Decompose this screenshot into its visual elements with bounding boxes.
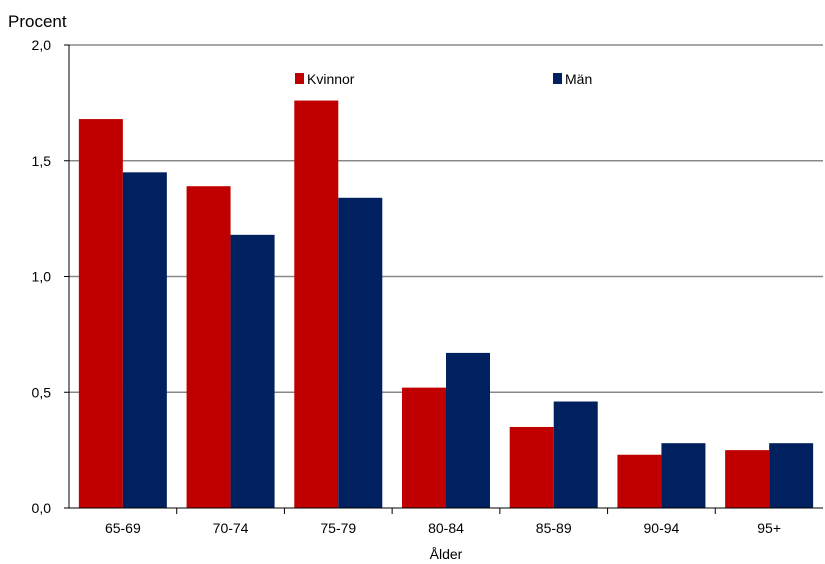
y-ticks: 0,0 0,5 1,0 1,5 2,0 <box>32 37 69 516</box>
legend-label-Män: Män <box>565 71 592 87</box>
x-axis-title: Ålder <box>430 546 463 562</box>
y-tick-label: 1,5 <box>32 153 52 169</box>
x-tick-label: 75-79 <box>320 520 356 536</box>
x-tick-label: 80-84 <box>428 520 464 536</box>
bars <box>78 100 814 509</box>
legend-swatch-Kvinnor <box>295 73 304 84</box>
bar-95+-Män <box>769 443 814 508</box>
y-axis-title: Procent <box>8 12 67 31</box>
bar-80-84-Kvinnor <box>402 387 446 508</box>
x-tick-label: 70-74 <box>213 520 249 536</box>
x-tick-label: 95+ <box>757 520 781 536</box>
legend: Kvinnor Män <box>295 71 592 87</box>
y-tick-label: 0,0 <box>32 500 52 516</box>
y-tick-label: 0,5 <box>32 384 52 400</box>
bar-75-79-Kvinnor <box>294 100 339 508</box>
bar-85-89-Kvinnor <box>509 426 554 508</box>
legend-label-Kvinnor: Kvinnor <box>307 71 355 87</box>
bar-65-69-Män <box>122 172 167 508</box>
bar-95+-Kvinnor <box>725 450 770 508</box>
bar-75-79-Män <box>338 197 383 509</box>
y-tick-label: 1,0 <box>32 269 52 285</box>
bar-90-94-Kvinnor <box>617 454 662 508</box>
x-ticks: 65-69 70-74 75-79 80-84 85-89 90-94 95+ <box>105 508 781 536</box>
x-tick-label: 90-94 <box>644 520 680 536</box>
bar-70-74-Kvinnor <box>186 186 231 508</box>
x-tick-label: 65-69 <box>105 520 141 536</box>
bar-85-89-Män <box>553 401 598 508</box>
legend-swatch-Män <box>553 73 562 84</box>
gridlines <box>69 44 823 393</box>
bar-90-94-Män <box>661 443 706 508</box>
x-tick-label: 85-89 <box>536 520 572 536</box>
bar-65-69-Kvinnor <box>78 119 123 508</box>
y-tick-label: 2,0 <box>32 37 52 53</box>
bar-80-84-Män <box>446 352 490 508</box>
bar-70-74-Män <box>230 234 275 508</box>
